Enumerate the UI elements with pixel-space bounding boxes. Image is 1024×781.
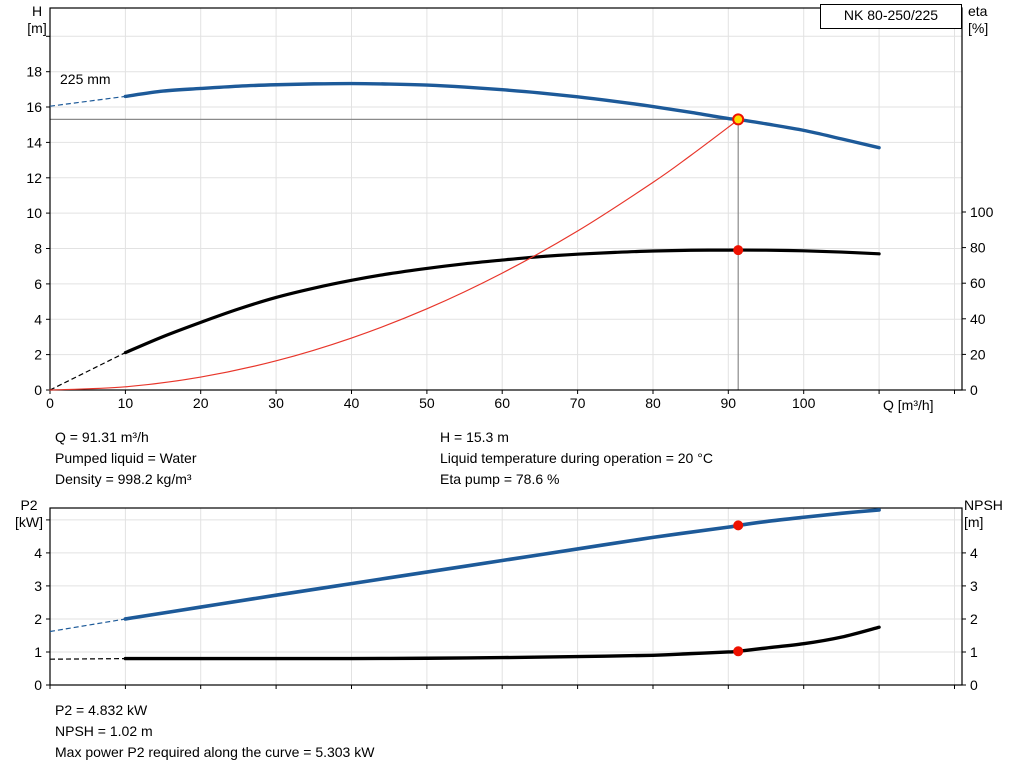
npsh-axis-title-line1: NPSH [964, 497, 1003, 513]
head-curve-225mm [123, 81, 881, 150]
npsh-axis-title-line2: [m] [964, 514, 984, 530]
y-tick-label-left: 18 [26, 64, 42, 80]
y-tick-label-right: 2 [970, 611, 978, 627]
pump-model-label: NK 80-250/225 [820, 4, 962, 29]
impeller-diameter-label: 225 mm [60, 71, 111, 87]
y-tick-label-right: 4 [970, 545, 978, 561]
y-tick-label-left: 6 [34, 276, 42, 292]
system-curve [49, 118, 739, 391]
p2-axis-title-line1: P2 [20, 497, 38, 513]
q-axis-label: Q [m³/h] [883, 397, 934, 413]
npsh-curve [123, 625, 881, 661]
p2-axis-title: P2 [kW] [10, 497, 48, 531]
y-tick-label-right: 1 [970, 644, 978, 660]
x-tick-label: 30 [268, 395, 284, 411]
y-tick-label-left: 8 [34, 241, 42, 257]
x-tick-label: 60 [494, 395, 510, 411]
y-tick-label-left: 0 [34, 677, 42, 693]
info-pumped-liquid: Pumped liquid = Water [55, 450, 197, 466]
y-tick-label-left: 1 [34, 644, 42, 660]
efficiency-curve [123, 248, 881, 355]
p2-npsh-chart-canvas[interactable]: 0 1 2 3 4 0 1 2 3 4 [0, 495, 1024, 700]
y-tick-label-left: 4 [34, 311, 42, 327]
x-tick-label: 20 [193, 395, 209, 411]
npsh-axis-title: NPSH [m] [964, 497, 1020, 531]
p2-curve-lead-dashed [49, 618, 126, 633]
info-flow: Q = 91.31 m³/h [55, 429, 149, 445]
duty-info-column-1: Q = 91.31 m³/h Pumped liquid = Water Den… [55, 427, 197, 490]
x-tick-label: 70 [570, 395, 586, 411]
y-tick-label-right: 60 [970, 275, 986, 291]
y-tick-label-left: 2 [34, 611, 42, 627]
y-tick-label-left: 16 [26, 99, 42, 115]
h-axis-title-line1: H [31, 3, 43, 19]
p2-curve [123, 508, 881, 621]
y-tick-label-right: 20 [970, 346, 986, 362]
x-tick-label: 90 [721, 395, 737, 411]
y-tick-label-right: 3 [970, 578, 978, 594]
x-tick-label: 100 [792, 395, 816, 411]
x-tick-label: 50 [419, 395, 435, 411]
y-tick-label-right: 0 [970, 677, 978, 693]
x-tick-label: 80 [645, 395, 661, 411]
x-tick-label: 40 [344, 395, 360, 411]
duty-point-npsh-marker[interactable] [733, 646, 744, 657]
eta-axis-title: eta [%] [968, 3, 1016, 37]
y-tick-label-left: 12 [26, 170, 42, 186]
y-tick-label-left: 4 [34, 545, 42, 561]
y-tick-label-right: 0 [970, 382, 978, 398]
eta-axis-title-line2: [%] [968, 20, 989, 36]
h-axis-title: H [m] [20, 3, 54, 37]
y-tick-label-right: 40 [970, 311, 986, 327]
info-eta-pump: Eta pump = 78.6 % [440, 471, 560, 487]
plot-frame [49, 507, 963, 686]
y-tick-label-left: 2 [34, 347, 42, 363]
qh-chart-canvas[interactable]: 0 10 20 30 40 50 60 70 80 90 100 0 2 4 6 8 10 12 14 16 18 0 20… [0, 0, 1024, 420]
eta-axis-title-line1: eta [968, 3, 988, 19]
head-curve-225mm-lead-dashed [49, 95, 126, 107]
duty-point-eta-marker[interactable] [733, 245, 744, 256]
x-tick-label: 0 [46, 395, 54, 411]
p2-axis-title-line2: [kW] [15, 514, 43, 530]
y-tick-label-left: 14 [26, 134, 42, 150]
plot-frame [49, 7, 963, 391]
duty-point-head-marker[interactable] [732, 113, 745, 126]
info-density: Density = 998.2 kg/m³ [55, 471, 192, 487]
info-npsh: NPSH = 1.02 m [55, 723, 153, 739]
y-tick-label-left: 0 [34, 382, 42, 398]
y-tick-label-right: 80 [970, 240, 986, 256]
info-liquid-temperature: Liquid temperature during operation = 20… [440, 450, 713, 466]
x-tick-label: 10 [118, 395, 134, 411]
info-p2: P2 = 4.832 kW [55, 702, 148, 718]
duty-point-p2-marker[interactable] [733, 520, 744, 531]
y-tick-label-left: 3 [34, 578, 42, 594]
npsh-curve-lead-dashed [49, 658, 126, 660]
h-axis-title-line2: [m] [27, 20, 47, 36]
y-tick-label-right: 100 [970, 204, 994, 220]
info-max-power: Max power P2 required along the curve = … [55, 744, 375, 760]
duty-info-column-2: H = 15.3 m Liquid temperature during ope… [440, 427, 713, 490]
y-tick-label-left: 10 [26, 205, 42, 221]
info-head: H = 15.3 m [440, 429, 509, 445]
power-info-block: P2 = 4.832 kW NPSH = 1.02 m Max power P2… [55, 700, 374, 763]
efficiency-curve-lead-dashed [49, 352, 126, 391]
